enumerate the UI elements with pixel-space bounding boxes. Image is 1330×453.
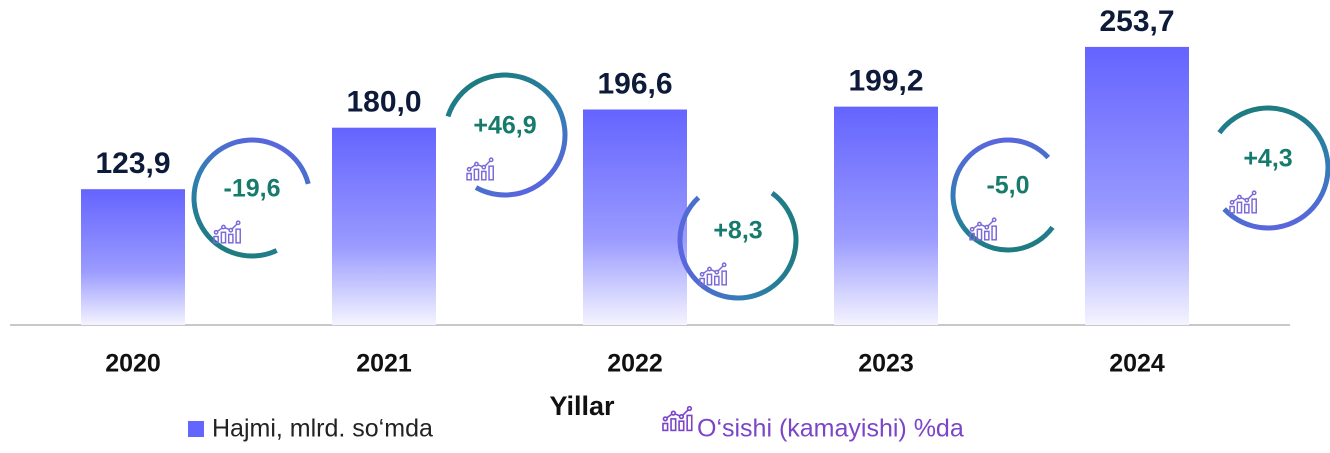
bar-value-label: 123,9 [95, 147, 170, 180]
icon-bar [480, 170, 487, 181]
icon-dot [991, 217, 997, 223]
icon-dot [488, 157, 494, 163]
icon-bar [662, 422, 669, 432]
bar [834, 106, 938, 326]
icon-line [468, 159, 492, 170]
icon-line [664, 407, 691, 420]
icon-bar [488, 165, 494, 181]
growth-icon [466, 157, 494, 181]
icon-bar [686, 414, 693, 432]
icon-bar [1236, 201, 1243, 214]
growth-ring [677, 179, 799, 301]
icon-bar [976, 228, 983, 241]
icon-dot [228, 227, 234, 233]
bar-value-label: 253,7 [1099, 5, 1174, 38]
x-tick-label: 2020 [105, 350, 161, 378]
icon-dot [1244, 197, 1250, 203]
icon-dot [977, 221, 982, 227]
growth-icon [213, 220, 241, 244]
icon-dot [707, 266, 712, 272]
icon-line [971, 219, 995, 230]
icon-bar [466, 172, 472, 181]
icon-bar [721, 270, 727, 286]
icon-bar [706, 273, 713, 286]
icon-dot [1229, 199, 1235, 205]
growth-label: -19,6 [224, 175, 281, 203]
icon-dot [466, 166, 472, 172]
icon-bar [227, 233, 234, 244]
bar-value-label: 196,6 [597, 67, 672, 100]
growth-icon [662, 405, 693, 432]
icon-line [215, 222, 239, 233]
icon-bar [670, 418, 677, 432]
icon-bar [969, 232, 975, 241]
growth-ring [191, 137, 313, 259]
icon-bar [473, 168, 480, 181]
icon-line [1231, 192, 1255, 203]
icon-dot [714, 269, 720, 275]
legend-icon [662, 405, 693, 432]
growth-label: +46,9 [473, 112, 536, 140]
legend-label: O‘sishi (kamayishi) %da [697, 415, 964, 443]
icon-bar [1251, 198, 1257, 214]
x-tick-label: 2022 [607, 350, 663, 378]
icon-bar [678, 420, 685, 432]
icon-line [701, 264, 725, 275]
icon-dot [213, 229, 219, 235]
icon-dot [662, 416, 668, 422]
bar [583, 109, 687, 325]
icon-bar [220, 231, 227, 244]
icon-bar [1243, 203, 1250, 214]
icon-dot [984, 224, 990, 230]
icon-bar [235, 228, 241, 244]
bar-value-label: 180,0 [346, 86, 421, 119]
icon-dot [721, 262, 727, 268]
icon-dot [221, 224, 226, 230]
icon-bar [699, 277, 705, 286]
icon-bar [1229, 205, 1235, 214]
growth-label: +4,3 [1243, 145, 1292, 173]
icon-dot [699, 271, 705, 277]
x-tick-label: 2024 [1109, 350, 1165, 378]
icon-dot [474, 161, 479, 167]
growth-icon [1229, 190, 1257, 214]
icon-dot [1251, 190, 1257, 196]
bar [1085, 46, 1189, 326]
icon-bar [713, 275, 720, 286]
icon-bar [991, 225, 997, 241]
icon-dot [1237, 194, 1242, 200]
bar [332, 127, 436, 325]
bar [81, 189, 185, 325]
bar-value-label: 199,2 [848, 65, 923, 98]
x-axis-title: Yillar [549, 391, 615, 421]
icon-dot [235, 220, 241, 226]
icon-dot [481, 164, 487, 170]
growth-icon [699, 262, 727, 286]
growth-ring [442, 72, 568, 198]
legend-swatch [188, 421, 204, 437]
growth-label: +8,3 [713, 217, 762, 245]
x-tick-label: 2021 [356, 350, 412, 378]
legend-label: Hajmi, mlrd. so‘mda [212, 415, 433, 443]
growth-icon [969, 217, 997, 241]
icon-dot [678, 413, 685, 420]
x-tick-label: 2023 [858, 350, 914, 378]
icon-dot [670, 410, 676, 416]
growth-label: -5,0 [986, 172, 1029, 200]
icon-dot [969, 226, 975, 232]
growth-ring [1205, 105, 1330, 231]
icon-bar [213, 235, 219, 244]
icon-dot [686, 405, 693, 412]
icon-bar [983, 230, 990, 241]
